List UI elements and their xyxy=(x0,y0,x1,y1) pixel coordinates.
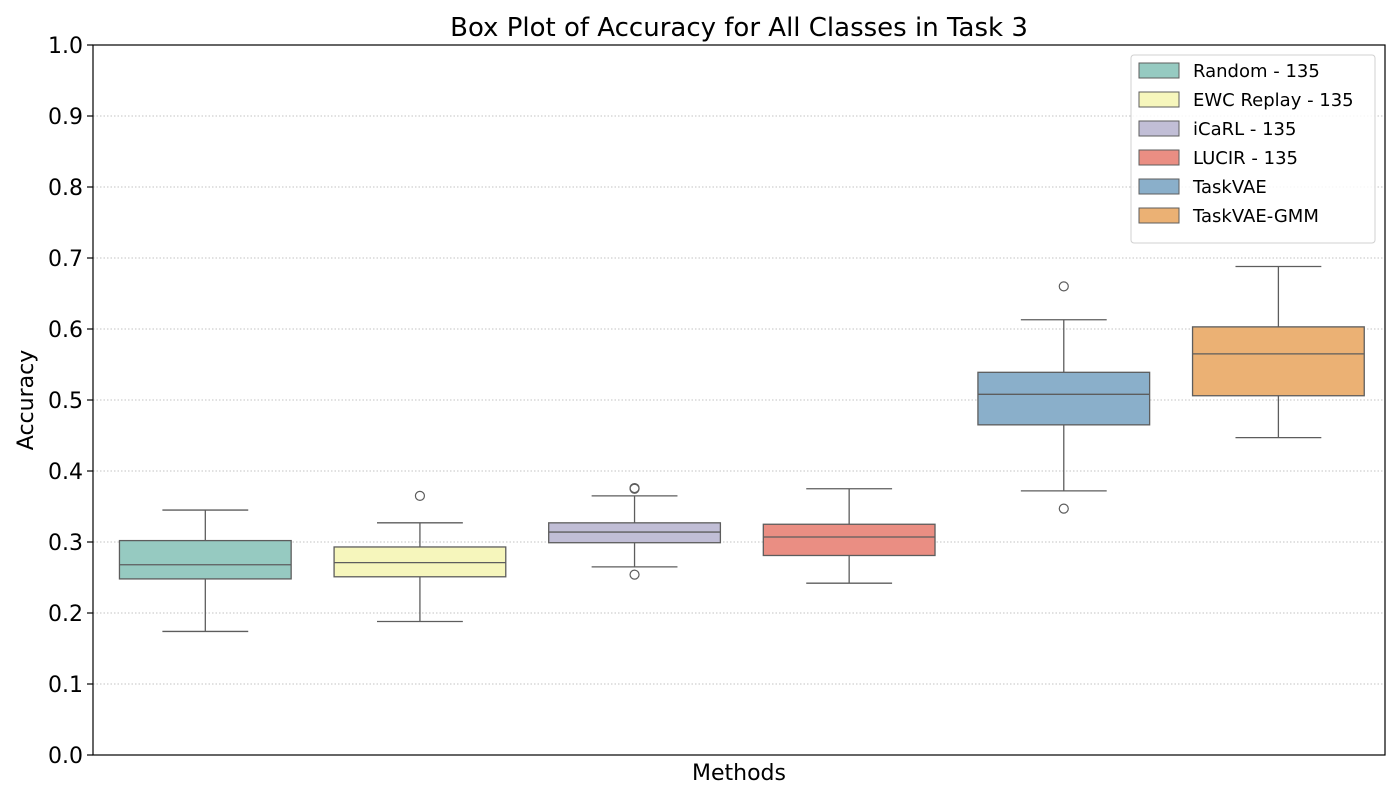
outlier-point xyxy=(1058,503,1069,514)
legend: Random - 135 EWC Replay - 135 iCaRL - 135 L… xyxy=(1130,54,1376,244)
box-5 xyxy=(977,281,1151,514)
iqr-box xyxy=(333,546,507,578)
y-tick-label: 0.6 xyxy=(48,318,83,343)
y-tick-label: 0.9 xyxy=(48,105,83,130)
box-6 xyxy=(1191,265,1365,439)
box-2 xyxy=(333,490,507,623)
iqr-box xyxy=(977,371,1151,426)
iqr-box xyxy=(118,539,292,580)
legend-label: EWC Replay - 135 xyxy=(1193,90,1354,111)
outlier-point xyxy=(629,569,640,580)
legend-swatch xyxy=(1138,207,1180,224)
iqr-box xyxy=(762,523,936,557)
box-4 xyxy=(762,488,936,584)
y-tick-label: 1.0 xyxy=(48,34,83,59)
box-group xyxy=(118,265,1365,633)
legend-swatch xyxy=(1138,178,1180,195)
legend-label: iCaRL - 135 xyxy=(1193,119,1296,140)
legend-label: Random - 135 xyxy=(1193,61,1320,82)
y-axis-label: Accuracy xyxy=(14,350,39,450)
legend-item: LUCIR - 135 xyxy=(1138,148,1298,169)
y-tick-label: 0.1 xyxy=(48,673,83,698)
iqr-box xyxy=(548,522,722,544)
y-tick-label: 0.8 xyxy=(48,176,83,201)
y-tick-label: 0.7 xyxy=(48,247,83,272)
legend-item: Random - 135 xyxy=(1138,61,1320,82)
box-1 xyxy=(118,509,292,633)
box-3 xyxy=(548,482,722,580)
outlier-point xyxy=(629,482,640,494)
legend-label: TaskVAE xyxy=(1192,177,1267,198)
legend-swatch xyxy=(1138,91,1180,108)
y-axis: 0.0 0.1 0.2 0.3 0.4 0.5 0.6 0.7 0.8 0.9 1.0 xyxy=(48,34,93,769)
legend-swatch xyxy=(1138,149,1180,166)
y-tick-label: 0.4 xyxy=(48,460,83,485)
outlier-point xyxy=(1058,281,1069,292)
y-tick-label: 0.5 xyxy=(48,389,83,414)
legend-item: EWC Replay - 135 xyxy=(1138,90,1354,111)
outlier-point xyxy=(414,490,426,501)
y-tick-label: 0.0 xyxy=(48,744,83,769)
y-tick-label: 0.3 xyxy=(48,531,83,556)
chart-title: Box Plot of Accuracy for All Classes in … xyxy=(450,13,1028,43)
legend-swatch xyxy=(1138,62,1180,79)
legend-item: TaskVAE-GMM xyxy=(1138,206,1319,227)
legend-swatch xyxy=(1138,120,1180,137)
y-tick-label: 0.2 xyxy=(48,602,83,627)
legend-item: TaskVAE xyxy=(1138,177,1267,198)
iqr-box xyxy=(1191,326,1365,397)
legend-label: TaskVAE-GMM xyxy=(1192,206,1319,227)
x-axis-label: Methods xyxy=(692,761,786,786)
legend-frame xyxy=(1130,54,1376,244)
legend-item: iCaRL - 135 xyxy=(1138,119,1296,140)
legend-label: LUCIR - 135 xyxy=(1193,148,1298,169)
